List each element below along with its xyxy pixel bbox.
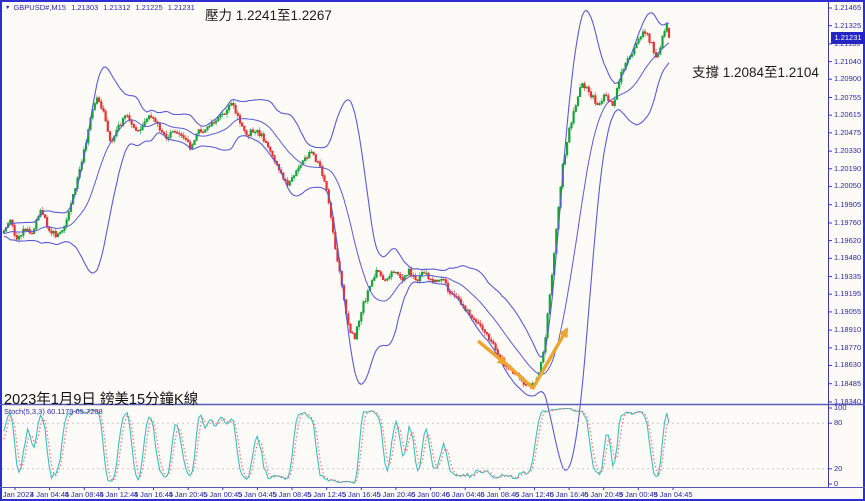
- time-axis-label: 4 Jan 08:45: [64, 490, 104, 499]
- time-axis-label: 6 Jan 20:45: [584, 490, 624, 499]
- price-axis-label: 1.18910: [834, 325, 862, 335]
- price-axis-label: 1.20190: [834, 163, 862, 173]
- symbol-timeframe-label: GBPUSD#,M15: [13, 3, 66, 12]
- stoch-d-value: 65.7208: [75, 407, 103, 416]
- time-axis-label: 5 Jan 04:45: [237, 490, 278, 499]
- price-axis-label: 1.21325: [834, 20, 862, 30]
- price-axis-label: 1.19195: [834, 289, 862, 299]
- time-axis-label: 6 Jan 12:45: [514, 490, 555, 499]
- price-axis-label: 1.19055: [834, 306, 862, 316]
- stoch-axis-label: 20: [834, 463, 843, 473]
- bollinger-upper-band: [3, 9, 670, 358]
- time-axis-label: 4 Jan 20:45: [168, 490, 208, 499]
- price-axis-label: 1.19905: [834, 199, 862, 209]
- price-axis-label: 1.21465: [834, 3, 862, 12]
- stoch-k-line: [3, 407, 670, 484]
- price-axis-label: 1.19335: [834, 271, 862, 281]
- price-axis-label: 1.20755: [834, 92, 862, 102]
- price-axis-label: 1.19480: [834, 253, 862, 263]
- price-axis-label: 1.18770: [834, 342, 862, 352]
- bollinger-middle-band: [3, 42, 670, 375]
- bull-candles: [2, 22, 668, 387]
- time-axis-label: 4 Jan 2023: [0, 490, 34, 499]
- time-tick-marks: [14, 487, 674, 490]
- support-annotation[interactable]: 支撐 1.2084至1.2104: [692, 65, 819, 80]
- chart-title-bar: ▼ GBPUSD#,M15 1.21303 1.21312 1.21225 1.2…: [5, 3, 198, 12]
- ohlc-close-value: 1.21231: [167, 3, 195, 12]
- price-axis-label: 1.20050: [834, 181, 862, 191]
- price-tick-marks: [828, 7, 832, 403]
- resistance-annotation[interactable]: 壓力 1.2241至1.2267: [205, 8, 332, 23]
- bollinger-lower-band: [3, 62, 670, 471]
- price-axis-label: 1.18340: [834, 397, 862, 406]
- time-axis-label: 5 Jan 08:45: [272, 490, 312, 499]
- stoch-tick-marks: [828, 407, 832, 485]
- time-axis-label: 5 Jan 12:45: [307, 490, 347, 499]
- time-axis-label: 4 Jan 16:45: [133, 490, 174, 499]
- price-axis-label: 1.19620: [834, 235, 862, 245]
- current-price-tag: 1.21231: [831, 31, 865, 44]
- price-axis-label: 1.19760: [834, 217, 862, 227]
- time-axis-label: 6 Jan 00:45: [410, 490, 451, 499]
- stoch-axis-label: 100: [834, 403, 847, 412]
- price-axis-label: 1.20475: [834, 127, 862, 137]
- stoch-axis-label: 0: [834, 479, 839, 488]
- price-axis-label: 1.21180: [834, 38, 861, 48]
- time-axis-label: 6 Jan 08:45: [480, 490, 520, 499]
- time-axis-label: 5 Jan 00:45: [203, 490, 243, 499]
- price-axis-label: 1.20615: [834, 110, 862, 120]
- time-axis-label: 5 Jan 20:45: [376, 490, 416, 499]
- price-axis-label: 1.18630: [834, 360, 862, 370]
- price-axis-label: 1.20900: [834, 74, 862, 84]
- stoch-name: Stoch(5,3,3): [4, 407, 45, 416]
- time-axis-label: 9 Jan 04:45: [653, 490, 693, 499]
- price-axis-label: 1.20330: [834, 146, 862, 156]
- symbol-dropdown-icon[interactable]: ▼: [5, 5, 11, 11]
- ohlc-open-value: 1.21303: [71, 3, 99, 12]
- stoch-k-value: 60.1179: [46, 407, 74, 416]
- time-axis-label: 4 Jan 12:45: [99, 490, 139, 499]
- price-axis-label: 1.21040: [834, 56, 862, 66]
- time-axis-label: 9 Jan 00:45: [618, 490, 658, 499]
- ohlc-low-value: 1.21225: [135, 3, 163, 12]
- time-axis-label: 6 Jan 04:45: [445, 490, 485, 499]
- stochastic-indicator-label: Stoch(5,3,3) 60.1179 65.7208: [4, 407, 103, 416]
- trend-reversal-arrow[interactable]: [476, 327, 569, 390]
- time-axis-label: 4 Jan 04:45: [30, 490, 70, 499]
- stoch-axis-label: 80: [834, 418, 843, 428]
- time-axis-label: 6 Jan 16:45: [549, 490, 589, 499]
- time-axis-label: 5 Jan 16:45: [341, 490, 381, 499]
- date-caption-annotation[interactable]: 2023年1月9日 鎊美15分鐘K線: [4, 392, 199, 408]
- ohlc-high-value: 1.21312: [103, 3, 131, 12]
- price-axis-label: 1.18485: [834, 378, 862, 388]
